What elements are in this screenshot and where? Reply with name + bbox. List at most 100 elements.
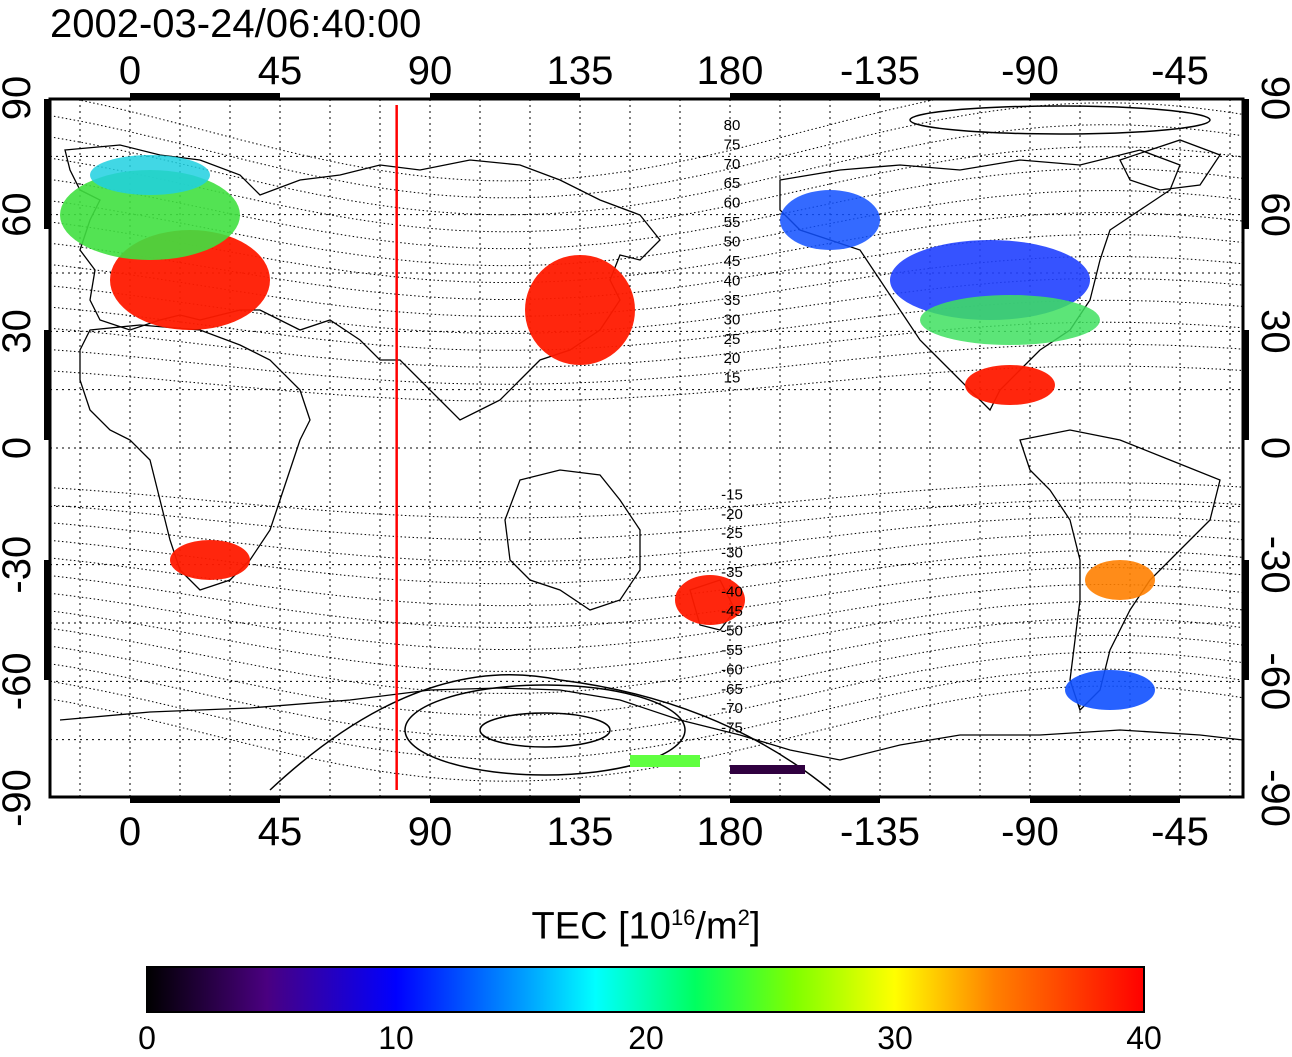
contour-label: -55	[721, 642, 743, 659]
lat-label: -30	[0, 536, 39, 594]
contour-label: 80	[724, 117, 741, 134]
lat-label: 60	[0, 192, 39, 237]
colorbar-label-exp2: 2	[737, 905, 750, 930]
contour-labels: 80 75 70 65 60 55 50 45 40 35 30 25 20 15 -15 -20 -25 -30…	[721, 117, 743, 737]
contour-label: -50	[721, 622, 743, 639]
lon-label: -90	[1001, 810, 1059, 854]
northamerica-tec-green	[920, 295, 1100, 345]
coast-south-america	[1019, 429, 1221, 712]
lat-label: 90	[0, 76, 39, 121]
lon-label: 45	[258, 810, 303, 854]
contour-label: 45	[724, 253, 741, 270]
antarctica-tec-patch	[630, 755, 700, 767]
contour-label: 70	[724, 156, 741, 173]
frame-ticks	[44, 93, 1249, 803]
coast-antarctica	[59, 687, 1243, 761]
lon-label: 180	[697, 49, 764, 93]
lat-label: 30	[0, 309, 39, 354]
timestamp-title: 2002-03-24/06:40:00	[50, 2, 422, 46]
mag-contour--25	[50, 516, 1243, 563]
mag-contour-55	[50, 190, 1243, 267]
mag-contour--40	[50, 567, 1243, 629]
colorbar-label-suffix: ]	[749, 905, 761, 948]
lat-label: -60	[0, 652, 39, 710]
colorbar-tick-0: 0	[138, 1020, 156, 1056]
mag-contour-80	[71, 99, 942, 182]
map-frame	[48, 97, 1245, 799]
mag-contour--50	[50, 600, 1243, 672]
mag-contour--35	[50, 550, 1243, 607]
southamerica-tec-orange	[1085, 560, 1155, 600]
lon-label: 0	[119, 810, 141, 854]
lon-label: 0	[119, 49, 141, 93]
mag-contour--65	[50, 651, 1243, 738]
mag-contour-70	[50, 124, 1243, 216]
contour-label: -15	[721, 486, 743, 503]
lat-label: 0	[0, 437, 39, 459]
mag-contour--60	[50, 634, 1243, 716]
contour-label: -45	[721, 603, 743, 620]
mag-contour--55	[50, 617, 1243, 694]
coast-australia	[504, 469, 641, 611]
left-latitude-labels: 90 60 30 0 -30 -60 -90	[0, 76, 39, 827]
south-pole-ring-mid	[404, 684, 686, 776]
lat-label: -90	[1253, 769, 1292, 827]
contour-label: 30	[724, 311, 741, 328]
europe-tec-green	[60, 170, 240, 260]
coastlines	[59, 139, 1243, 761]
contour-label: -30	[721, 545, 743, 562]
colorbar-tick-10: 10	[378, 1020, 414, 1056]
southamerica-tec-blue	[1065, 670, 1155, 710]
colorbar	[146, 966, 1145, 1013]
mag-contour--70	[50, 668, 1243, 760]
lat-label: -60	[1253, 652, 1292, 710]
contour-label: -70	[721, 700, 743, 717]
contour-label: -75	[721, 720, 743, 737]
south-pole-ring-inner	[479, 712, 611, 748]
colorbar-tick-40: 40	[1126, 1020, 1162, 1056]
contour-label: -40	[721, 584, 743, 601]
lat-label: -30	[1253, 536, 1292, 594]
contour-label: -65	[721, 681, 743, 698]
lon-label: 90	[408, 810, 453, 854]
coast-greenland	[1119, 139, 1221, 191]
contour-label: 20	[724, 350, 741, 367]
lon-label: 135	[547, 810, 614, 854]
contour-label: 65	[724, 175, 741, 192]
contour-label: 15	[724, 370, 741, 387]
lon-label: 45	[258, 49, 303, 93]
mag-contour-20	[50, 343, 1243, 385]
colorbar-label-prefix: TEC [10	[531, 905, 671, 948]
southafrica-tec-red	[170, 540, 250, 580]
mag-contour--45	[50, 584, 1243, 650]
mag-contour-15	[50, 365, 1243, 402]
mag-contour--15	[50, 482, 1243, 519]
lat-label: 60	[1253, 192, 1292, 237]
contour-label: 60	[724, 195, 741, 212]
contour-label: 40	[724, 272, 741, 289]
centralamerica-tec-red	[965, 365, 1055, 405]
colorbar-label-exp: 16	[670, 905, 696, 930]
lat-label: 0	[1253, 437, 1292, 459]
contour-label: -35	[721, 564, 743, 581]
lon-label: -135	[840, 49, 920, 93]
mag-contour-30	[50, 299, 1243, 351]
coast-north-america	[779, 149, 1181, 412]
north-pole-ring	[909, 105, 1211, 135]
coast-europe-asia	[64, 144, 661, 421]
contour-label: -60	[721, 661, 743, 678]
colorbar-tick-30: 30	[877, 1020, 913, 1056]
mag-contour-75	[50, 102, 1243, 199]
contour-label: -20	[721, 506, 743, 523]
mag-contour--20	[50, 499, 1243, 541]
contour-label: 50	[724, 234, 741, 251]
europe-tec-cyan	[90, 155, 210, 195]
bottom-longitude-labels: 0 45 90 135 180 -135 -90 -45	[119, 810, 1209, 854]
contour-label: 75	[724, 136, 741, 153]
lon-label: -45	[1151, 810, 1209, 854]
lon-label: 180	[697, 810, 764, 854]
lat-label: -90	[0, 769, 39, 827]
colorbar-title: TEC [1016/m2]	[0, 905, 1292, 949]
contour-label: 55	[724, 214, 741, 231]
